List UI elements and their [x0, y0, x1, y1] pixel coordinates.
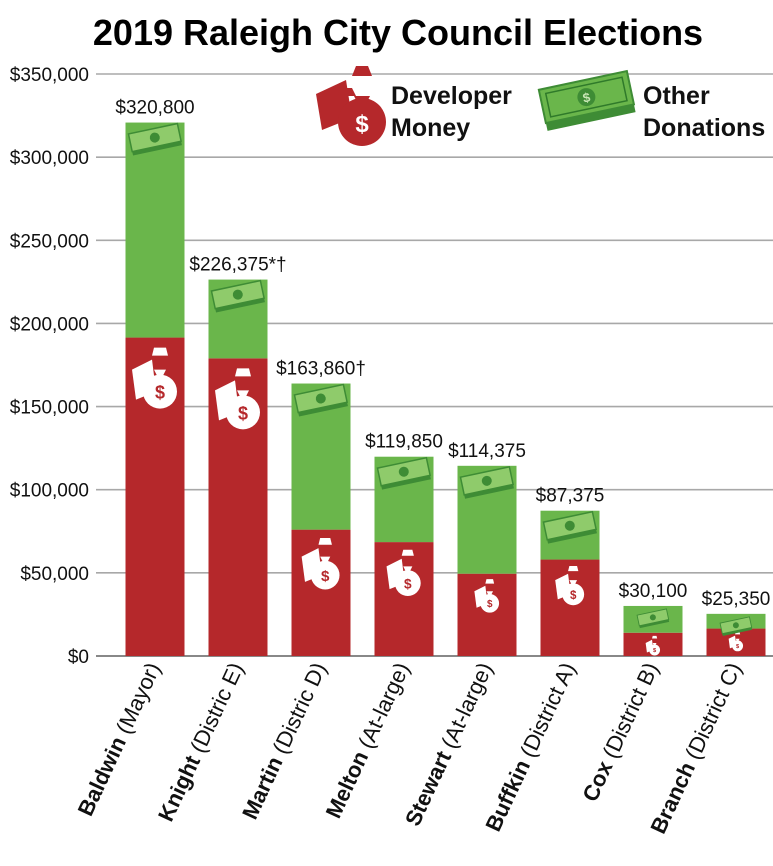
y-tick-label: $350,000 [10, 65, 89, 86]
svg-text:$: $ [653, 648, 657, 654]
legend-item-developer-money: $ Developer Money [316, 66, 512, 146]
bar-group-knight: $ $226,375*† [189, 255, 287, 656]
legend-item-other-donations: $ Other Donations [537, 69, 765, 142]
y-tick-label: $200,000 [10, 314, 89, 335]
x-tick-label: Branch (District C) [645, 659, 746, 838]
candidate-office: (Mayor) [108, 659, 165, 744]
candidate-office: (At-large) [434, 659, 498, 758]
svg-text:$: $ [321, 568, 330, 585]
candidate-name: Buffkin [480, 756, 535, 835]
bar-group-buffkin: $ $87,375 [536, 486, 605, 656]
banknote-icon [719, 616, 753, 637]
bar-group-baldwin: $ $320,800 [115, 98, 195, 656]
bar-developer-money [291, 529, 351, 656]
grid [96, 73, 773, 657]
x-tick-label: Martin (Distric D) [237, 659, 331, 824]
bar-total-label: $226,375*† [189, 255, 286, 276]
candidate-office: (Distric E) [182, 659, 248, 763]
x-tick-label: Melton (At-large) [321, 659, 415, 822]
y-tick-label: $150,000 [10, 398, 89, 419]
bars: $$320,800$$226,375*†$$163,860†$$119,850$… [115, 98, 770, 656]
banknote-icon: $ [537, 69, 636, 131]
candidate-name: Stewart [400, 747, 457, 830]
candidate-office: (District B) [595, 659, 664, 768]
bar-total-label: $320,800 [115, 98, 194, 119]
chart-title: 2019 Raleigh City Council Elections [93, 12, 703, 53]
candidate-office: (At-large) [351, 659, 415, 758]
bar-group-cox: $ $30,100 [619, 581, 688, 656]
x-tick-label: Knight (Distric E) [153, 659, 248, 826]
banknote-icon [210, 279, 266, 313]
candidate-office: (District C) [677, 659, 746, 769]
legend-label-developer-1: Developer [391, 82, 512, 110]
bar-total-label: $30,100 [619, 581, 688, 602]
x-tick-label: Stewart (At-large) [400, 659, 498, 830]
legend-label-other-2: Donations [643, 114, 765, 142]
money-bag-icon: $ [386, 549, 421, 597]
bar-developer-money [457, 573, 517, 656]
legend-label-developer-2: Money [391, 114, 470, 142]
x-tick-label: Baldwin (Mayor) [73, 659, 166, 820]
candidate-name: Knight [153, 751, 205, 825]
candidate-name: Baldwin [73, 733, 131, 820]
x-axis: Baldwin (Mayor)Knight (Distric E)Martin … [73, 659, 747, 838]
money-bag-icon: $ [555, 565, 585, 606]
svg-text:$: $ [581, 89, 592, 105]
candidate-name: Branch [645, 758, 700, 837]
svg-text:$: $ [736, 644, 740, 650]
banknote-icon [636, 608, 670, 629]
candidate-office: (District A) [512, 659, 580, 767]
y-tick-label: $300,000 [10, 148, 89, 169]
banknote-icon [127, 122, 183, 156]
bar-developer-money [540, 559, 600, 656]
bar-developer-money [374, 542, 434, 656]
svg-text:$: $ [238, 403, 248, 423]
money-bag-icon: $ [645, 635, 661, 656]
money-bag-icon: $ [132, 347, 177, 409]
bar-group-stewart: $ $114,375 [448, 441, 526, 656]
legend: $ Developer Money $ Other Donations [316, 66, 765, 146]
money-bag-icon: $ [301, 538, 340, 590]
banknote-icon [376, 456, 432, 490]
bar-total-label: $87,375 [536, 486, 605, 507]
legend-label-other-1: Other [643, 82, 710, 110]
banknote-icon [293, 383, 349, 417]
money-bag-icon: $ [474, 579, 500, 613]
y-tick-label: $0 [68, 647, 89, 668]
bar-group-martin: $ $163,860† [276, 359, 366, 656]
candidate-name: Melton [321, 747, 374, 822]
y-axis: $0 $50,000 $100,000 $150,000 $200,000 $250,00… [10, 65, 89, 668]
banknote-icon [542, 510, 598, 544]
bar-group-melton: $ $119,850 [365, 432, 443, 656]
candidate-office: (Distric D) [265, 659, 332, 764]
candidate-name: Martin [237, 753, 288, 823]
bar-total-label: $25,350 [702, 589, 771, 610]
y-tick-label: $100,000 [10, 481, 89, 502]
svg-text:$: $ [155, 383, 165, 403]
x-tick-label: Cox (District B) [577, 659, 663, 806]
bar-total-label: $119,850 [365, 432, 443, 453]
bar-developer-money [623, 632, 683, 656]
y-tick-label: $250,000 [10, 231, 89, 252]
svg-text:$: $ [355, 111, 369, 138]
banknote-icon [459, 465, 515, 499]
svg-text:$: $ [487, 599, 493, 610]
bar-group-branch: $ $25,350 [702, 589, 771, 656]
svg-text:$: $ [570, 590, 577, 602]
money-bag-icon: $ [215, 368, 260, 430]
y-tick-label: $50,000 [20, 564, 89, 585]
money-bag-icon: $ [316, 66, 386, 146]
x-tick-label: Buffkin (District A) [480, 659, 580, 836]
svg-text:$: $ [404, 576, 412, 591]
bar-total-label: $114,375 [448, 441, 526, 462]
bar-other-donations [125, 122, 185, 338]
bar-total-label: $163,860† [276, 359, 366, 380]
